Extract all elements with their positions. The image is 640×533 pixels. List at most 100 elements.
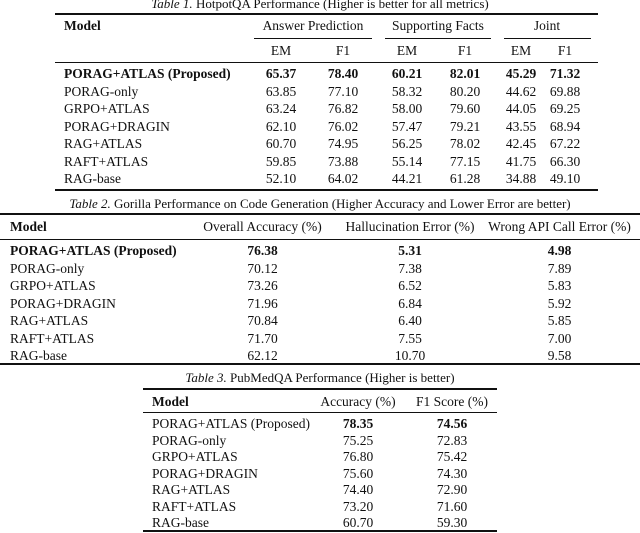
table-1-header-group: Joint	[533, 18, 561, 33]
table-cell: 69.25	[549, 101, 581, 116]
table-cell: 71.60	[436, 498, 468, 514]
table-cell: 76.80	[342, 449, 374, 464]
cmidrule	[254, 38, 372, 39]
table-cell: 75.60	[342, 465, 374, 481]
table-2-header-rule	[0, 239, 640, 240]
table-row-model: PORAG+DRAGIN	[152, 465, 258, 481]
table-cell: 34.88	[505, 171, 537, 186]
cmidrule	[504, 38, 591, 39]
table-row-model: PORAG+DRAGIN	[64, 118, 170, 134]
table-cell: 73.26	[247, 278, 278, 293]
table-row-model: PORAG-only	[152, 432, 227, 448]
table-cell: 77.10	[327, 83, 359, 99]
table-cell: 80.20	[449, 83, 481, 99]
table-cell: 5.85	[547, 313, 572, 328]
table-cell: 73.20	[342, 498, 374, 514]
table-cell: 64.02	[327, 171, 359, 186]
table-cell: 58.32	[391, 83, 423, 99]
table-row-model: PORAG+DRAGIN	[10, 295, 116, 311]
table-cell: 76.38	[247, 243, 278, 258]
table-cell: 75.25	[342, 432, 374, 448]
table-3-bottom-rule	[143, 530, 497, 532]
table-cell: 67.22	[549, 136, 581, 151]
table-cell: 78.40	[327, 66, 359, 81]
table-cell: 63.85	[265, 83, 297, 99]
table-cell: 6.84	[398, 295, 422, 311]
table-row-model: PORAG+ATLAS (Proposed)	[10, 243, 177, 258]
table-cell: 62.10	[265, 118, 297, 134]
table-3-caption: Table 3. PubMedQA Performance (Higher is…	[185, 370, 455, 385]
table-1-header-rule	[55, 62, 598, 63]
table-cell: 58.00	[391, 101, 423, 116]
table-cell: 41.75	[505, 153, 537, 169]
table-cell: 72.83	[436, 432, 468, 448]
table-3-header-col: Accuracy (%)	[320, 394, 396, 409]
table-row-model: RAG-base	[64, 171, 121, 186]
table-1-header-model: Model	[64, 18, 101, 33]
table-row-model: RAFT+ATLAS	[152, 498, 237, 514]
table-cell: 79.21	[449, 118, 481, 134]
table-row-model: GRPO+ATLAS	[64, 101, 150, 116]
table-cell: 69.88	[549, 83, 581, 99]
table-cell: 5.83	[547, 278, 572, 293]
table-row-model: RAFT+ATLAS	[64, 153, 149, 169]
table-cell: 78.35	[342, 416, 374, 431]
table-cell: 5.92	[547, 295, 572, 311]
table-row-model: RAG-base	[152, 515, 209, 530]
table-cell: 59.30	[436, 515, 468, 530]
table-cell: 9.58	[547, 348, 572, 363]
table-row-model: GRPO+ATLAS	[152, 449, 238, 464]
table-cell: 71.70	[247, 330, 278, 346]
table-2-caption: Table 2. Gorilla Performance on Code Gen…	[69, 196, 571, 211]
table-cell: 6.40	[398, 313, 422, 328]
table-cell: 71.32	[549, 66, 581, 81]
table-cell: 61.28	[449, 171, 481, 186]
table-1-subheader: EM	[396, 43, 418, 58]
table-row-model: PORAG-only	[10, 260, 85, 276]
table-1-subheader: F1	[457, 43, 473, 58]
table-2-header-col: Overall Accuracy (%)	[203, 219, 322, 234]
table-cell: 76.02	[327, 118, 359, 134]
table-cell: 68.94	[549, 118, 581, 134]
table-row-model: PORAG-only	[64, 83, 139, 99]
table-cell: 74.30	[436, 465, 468, 481]
table-cell: 66.30	[549, 153, 581, 169]
table-cell: 62.12	[247, 348, 278, 363]
table-2-header-col: Hallucination Error (%)	[345, 219, 475, 234]
table-cell: 70.12	[247, 260, 278, 276]
table-1-header-group: Supporting Facts	[392, 18, 484, 33]
table-row-model: PORAG+ATLAS (Proposed)	[64, 66, 231, 81]
table-cell: 7.55	[398, 330, 422, 346]
table-row-model: RAFT+ATLAS	[10, 330, 95, 346]
table-row-model: GRPO+ATLAS	[10, 278, 96, 293]
table-3-header-model: Model	[152, 394, 189, 409]
table-row-model: RAG+ATLAS	[64, 136, 143, 151]
table-cell: 59.85	[265, 153, 297, 169]
table-cell: 10.70	[394, 348, 426, 363]
table-cell: 60.70	[265, 136, 297, 151]
table-2-top-rule	[0, 213, 640, 215]
table-3-top-rule	[143, 388, 497, 390]
table-cell: 73.88	[327, 153, 359, 169]
table-cell: 60.70	[342, 515, 374, 530]
table-cell: 44.62	[505, 83, 537, 99]
table-1-header-group: Answer Prediction	[262, 18, 364, 33]
table-1-subheader: F1	[335, 43, 351, 58]
table-cell: 77.15	[449, 153, 481, 169]
table-cell: 63.24	[265, 101, 297, 116]
table-cell: 43.55	[505, 118, 537, 134]
table-row-model: PORAG+ATLAS (Proposed)	[152, 416, 310, 431]
table-row-model: RAG-base	[10, 348, 67, 363]
table-cell: 75.42	[436, 449, 468, 464]
table-cell: 45.29	[505, 66, 537, 81]
table-1-top-rule	[55, 13, 598, 15]
table-cell: 5.31	[398, 243, 422, 258]
table-cell: 71.96	[247, 295, 278, 311]
table-2-bottom-rule	[0, 363, 640, 365]
table-cell: 42.45	[505, 136, 537, 151]
cmidrule	[385, 38, 491, 39]
table-cell: 7.89	[547, 260, 572, 276]
table-1-subheader: F1	[557, 43, 573, 58]
table-cell: 78.02	[449, 136, 481, 151]
table-cell: 72.90	[436, 482, 468, 497]
